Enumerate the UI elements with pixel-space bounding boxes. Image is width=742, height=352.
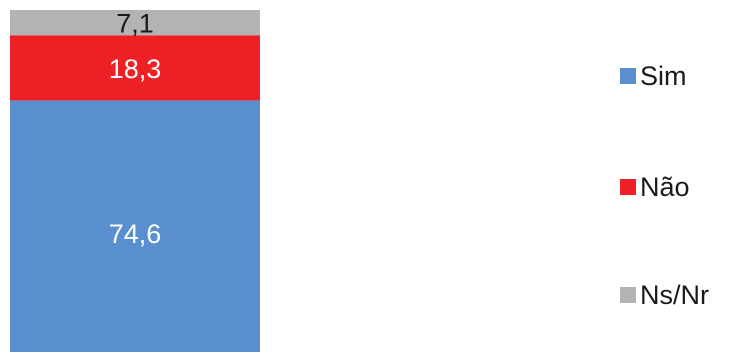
chart-legend: Sim Não Ns/Nr: [620, 0, 742, 352]
bar-segment-sim: [10, 100, 260, 352]
legend-label-ns-nr: Ns/Nr: [640, 279, 709, 310]
legend-swatch-sim: [620, 68, 636, 84]
legend-item-sim: Sim: [620, 61, 687, 91]
legend-item-ns-nr: Ns/Nr: [620, 280, 709, 310]
legend-swatch-ns-nr: [620, 287, 636, 303]
bar-segment-ns-nr: [10, 10, 260, 36]
segment-labels: 74,6 18,3 7,1: [109, 9, 162, 250]
legend-label-sim: Sim: [640, 60, 687, 91]
stacked-bar-chart: 74,6 18,3 7,1: [10, 9, 260, 352]
data-label-nao: 18,3: [109, 54, 162, 84]
bar-segment-nao: [10, 35, 260, 101]
data-label-sim: 74,6: [109, 219, 162, 249]
data-label-ns-nr: 7,1: [116, 9, 154, 39]
legend-item-nao: Não: [620, 172, 690, 202]
legend-swatch-nao: [620, 179, 636, 195]
bar-segments: [10, 10, 260, 352]
legend-label-nao: Não: [640, 171, 690, 202]
